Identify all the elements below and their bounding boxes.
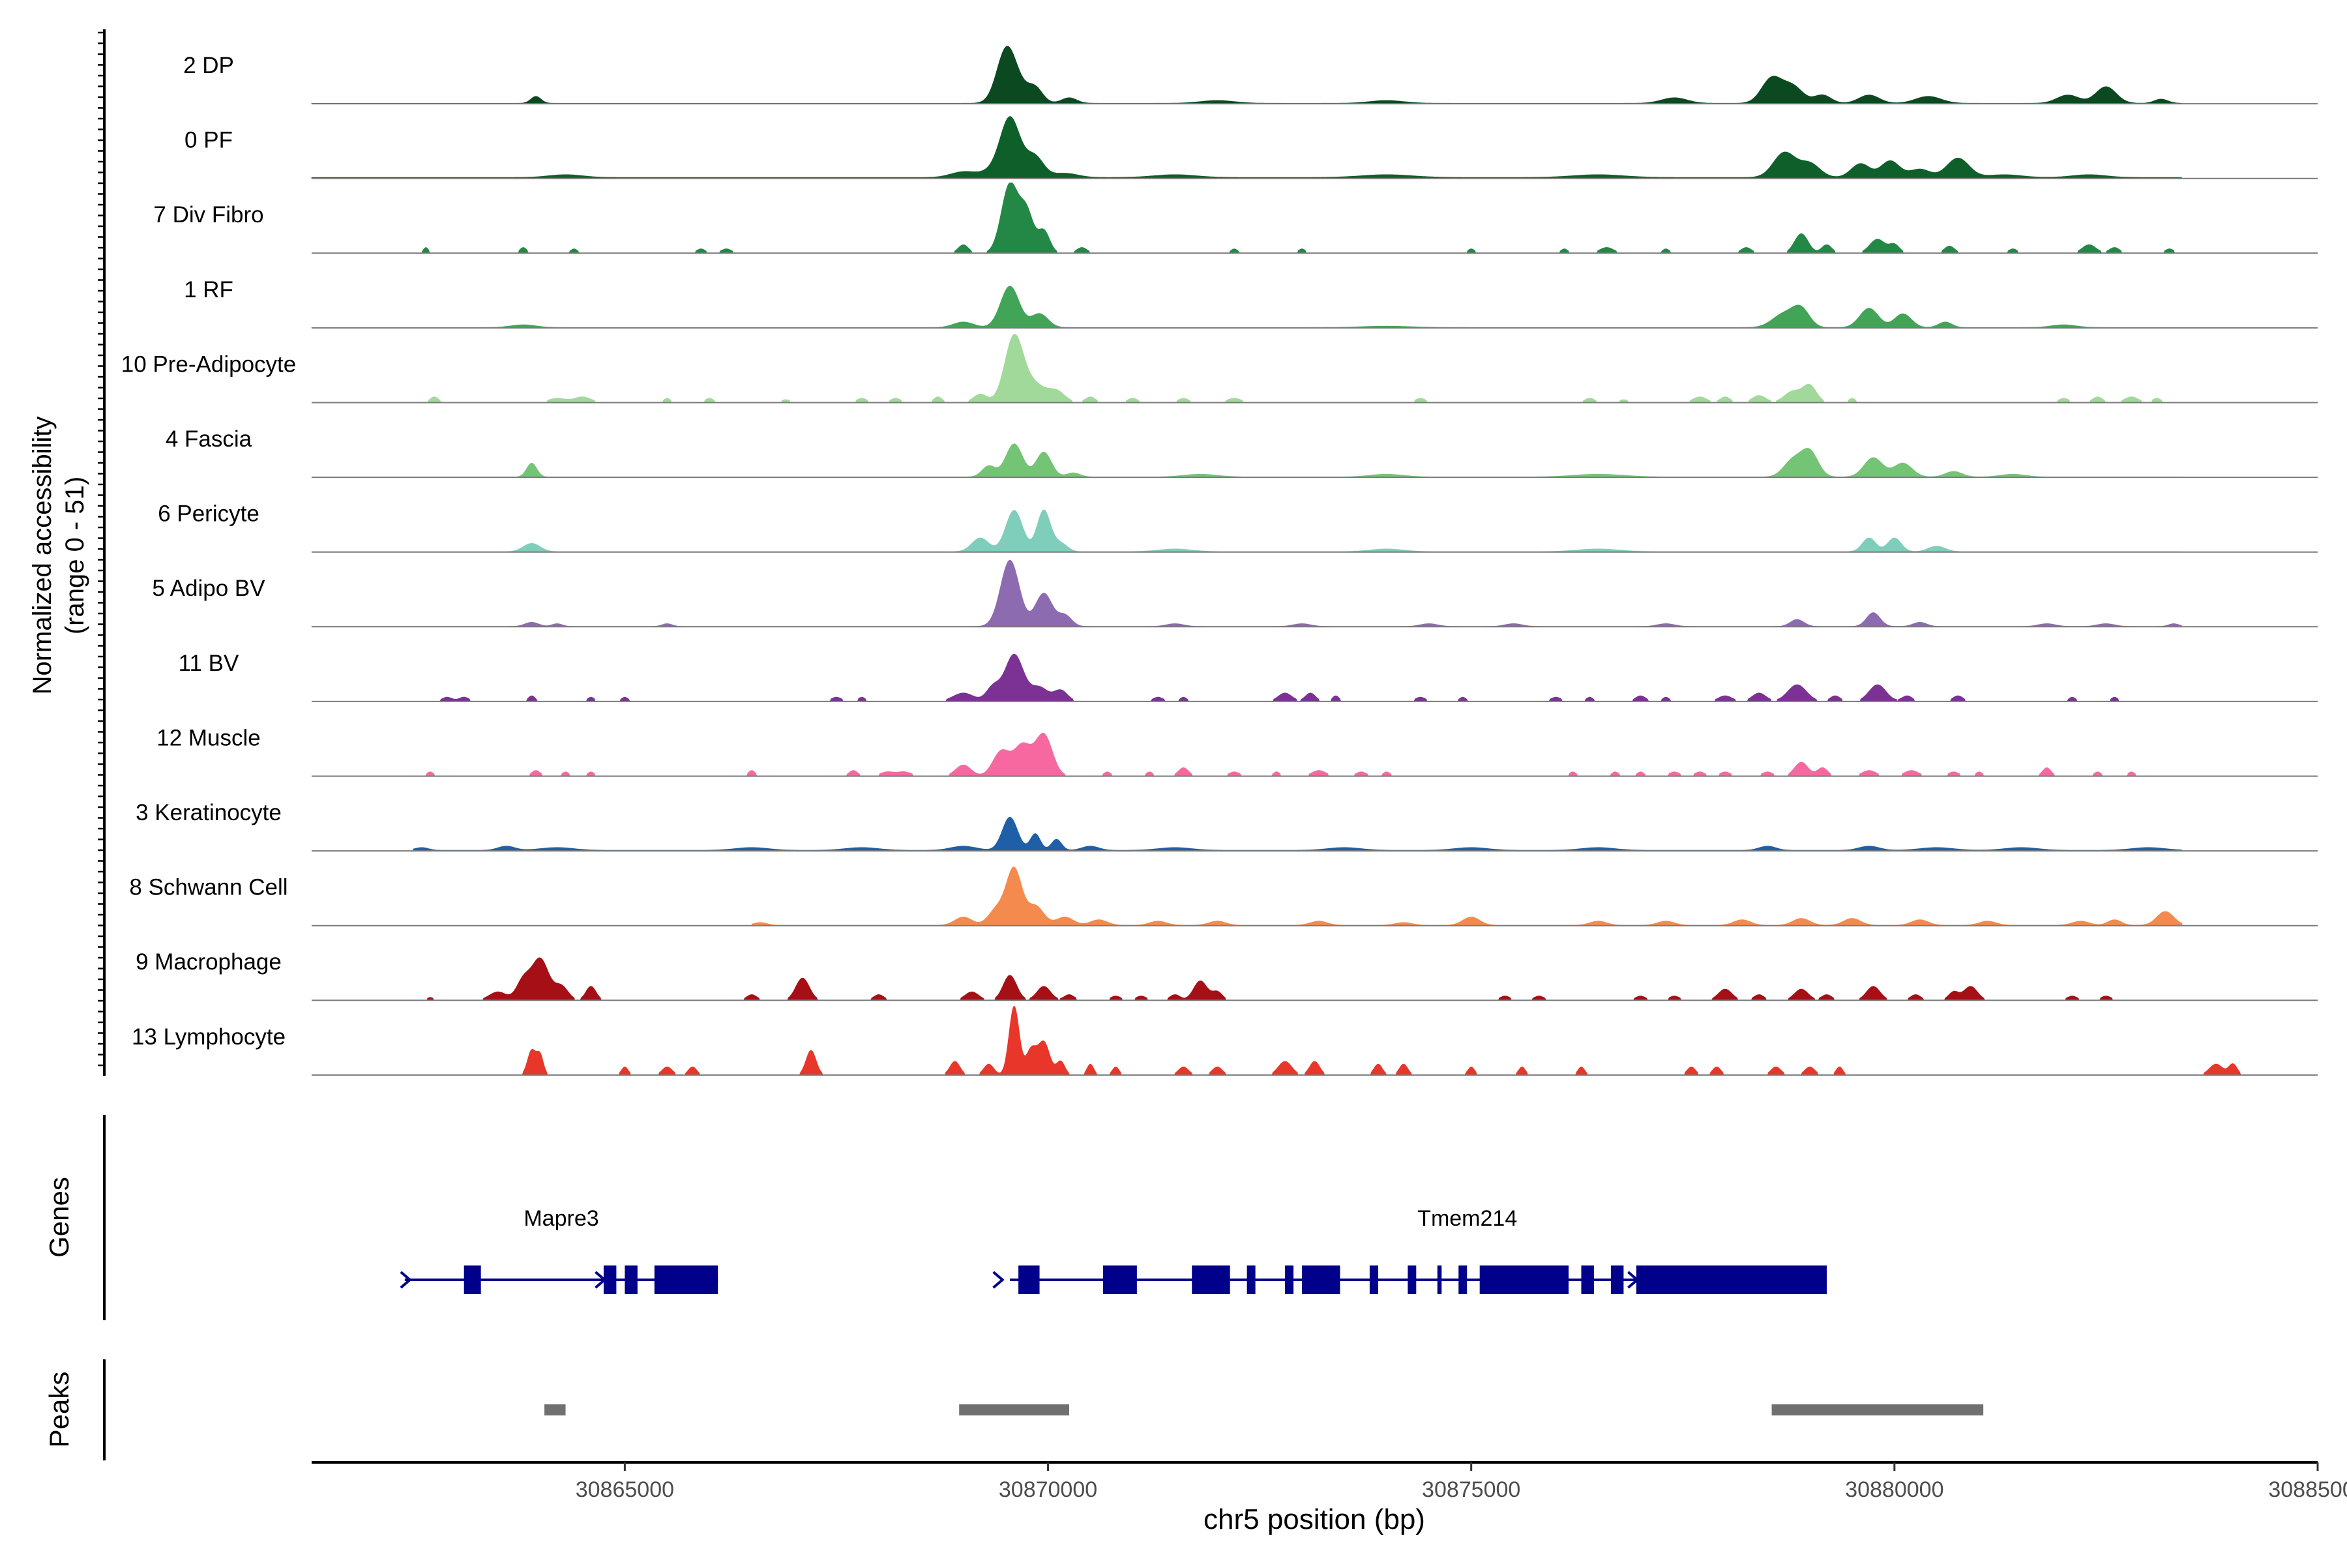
track-3 bbox=[312, 183, 2318, 254]
track-4 bbox=[311, 286, 2318, 329]
strand-arrow bbox=[992, 1271, 1005, 1289]
coverage-area bbox=[311, 443, 2183, 478]
gene-exon bbox=[1610, 1265, 1624, 1294]
y-axis-label-line1: Normalized accessibility bbox=[28, 417, 57, 695]
gene-exon bbox=[1408, 1265, 1417, 1294]
gene-exon bbox=[1285, 1265, 1294, 1294]
track-label: 9 Macrophage bbox=[136, 949, 282, 975]
track-label: 10 Pre-Adipocyte bbox=[121, 351, 296, 377]
coverage-area bbox=[751, 866, 2183, 926]
track-1 bbox=[311, 46, 2318, 105]
x-tick-label: 30865000 bbox=[576, 1477, 674, 1502]
genes-panel-label: Genes bbox=[44, 1177, 74, 1258]
gene-exon bbox=[1247, 1265, 1256, 1294]
coverage-area bbox=[497, 1005, 2259, 1076]
gene-name-label: Tmem214 bbox=[1417, 1206, 1517, 1231]
gene-exon bbox=[1102, 1265, 1137, 1294]
gene-exon bbox=[1302, 1265, 1340, 1294]
track-2 bbox=[311, 116, 2318, 179]
gene-exon bbox=[1437, 1265, 1442, 1294]
coverage-area bbox=[421, 957, 2183, 1001]
peak-region bbox=[544, 1404, 566, 1415]
track-13 bbox=[312, 957, 2318, 1001]
gene-exon bbox=[1458, 1265, 1468, 1294]
coverage-area bbox=[421, 732, 2183, 777]
x-tick-label: 30885000 bbox=[2268, 1477, 2347, 1502]
gene-exon bbox=[1479, 1265, 1569, 1294]
track-label: 3 Keratinocyte bbox=[136, 800, 282, 825]
gene-exon bbox=[464, 1265, 481, 1294]
coverage-area bbox=[311, 46, 2183, 104]
track-8 bbox=[311, 559, 2318, 628]
coverage-y-axis-ticks bbox=[98, 31, 104, 1067]
gene-exon bbox=[625, 1265, 638, 1294]
track-label: 12 Muscle bbox=[156, 725, 261, 750]
track-label: 11 BV bbox=[179, 651, 239, 676]
track-label: 5 Adipo BV bbox=[152, 576, 265, 601]
gene-mapre3: Mapre3 bbox=[400, 1206, 718, 1294]
track-label: 4 Fascia bbox=[166, 426, 252, 452]
track-10 bbox=[312, 732, 2318, 777]
strand-arrow bbox=[400, 1271, 412, 1289]
track-label: 6 Pericyte bbox=[158, 501, 259, 527]
gene-models: Mapre3 Tmem214 bbox=[400, 1206, 1827, 1294]
coverage-area bbox=[311, 286, 2183, 329]
x-tick-label: 30870000 bbox=[999, 1477, 1097, 1502]
gene-exon bbox=[1369, 1265, 1378, 1294]
track-9 bbox=[312, 653, 2318, 702]
track-labels: 2 DP 0 PF 7 Div Fibro 1 RF 10 Pre-Adipocyte 4… bbox=[121, 53, 296, 1050]
gene-exon bbox=[1192, 1265, 1230, 1294]
track-14 bbox=[312, 1005, 2318, 1076]
strand-arrow bbox=[595, 1271, 607, 1289]
coverage-tracks bbox=[311, 46, 2318, 1076]
coverage-area bbox=[421, 183, 2183, 254]
track-11 bbox=[312, 817, 2318, 852]
coverage-area bbox=[311, 559, 2183, 627]
gene-exon bbox=[1636, 1265, 1827, 1294]
track-label: 0 PF bbox=[185, 128, 233, 153]
y-axis-label-line2: (range 0 - 51) bbox=[61, 477, 89, 634]
gene-exon bbox=[1581, 1265, 1594, 1294]
coverage-area bbox=[311, 116, 2183, 179]
gene-exon bbox=[654, 1265, 718, 1294]
peaks-panel-label: Peaks bbox=[44, 1372, 74, 1448]
coverage-area bbox=[421, 653, 2183, 702]
track-label: 2 DP bbox=[183, 53, 234, 78]
peak-region bbox=[1771, 1404, 1984, 1415]
x-axis-ticks: 30865000 30870000 30875000 30880000 30885000 bbox=[576, 1462, 2347, 1502]
gene-exon bbox=[1018, 1265, 1040, 1294]
track-label: 1 RF bbox=[184, 277, 233, 303]
peak-region bbox=[959, 1404, 1069, 1415]
coverage-area bbox=[413, 817, 2183, 851]
gene-name-label: Mapre3 bbox=[524, 1206, 598, 1231]
track-6 bbox=[311, 443, 2318, 479]
peak-regions bbox=[544, 1404, 1984, 1415]
track-label: 7 Div Fibro bbox=[153, 202, 263, 228]
gene-exon bbox=[603, 1265, 617, 1294]
coverage-area bbox=[421, 334, 2183, 403]
coverage-area bbox=[311, 509, 2183, 552]
x-tick-label: 30880000 bbox=[1845, 1477, 1943, 1502]
track-label: 13 Lymphocyte bbox=[132, 1024, 286, 1050]
gene-tmem214: Tmem214 bbox=[992, 1206, 1827, 1294]
track-label: 8 Schwann Cell bbox=[129, 875, 288, 900]
track-12 bbox=[312, 866, 2318, 926]
x-axis-label: chr5 position (bp) bbox=[1203, 1503, 1425, 1535]
strand-arrow bbox=[1627, 1271, 1640, 1289]
track-7 bbox=[311, 509, 2318, 553]
track-5 bbox=[312, 334, 2318, 404]
x-tick-label: 30875000 bbox=[1422, 1477, 1520, 1502]
